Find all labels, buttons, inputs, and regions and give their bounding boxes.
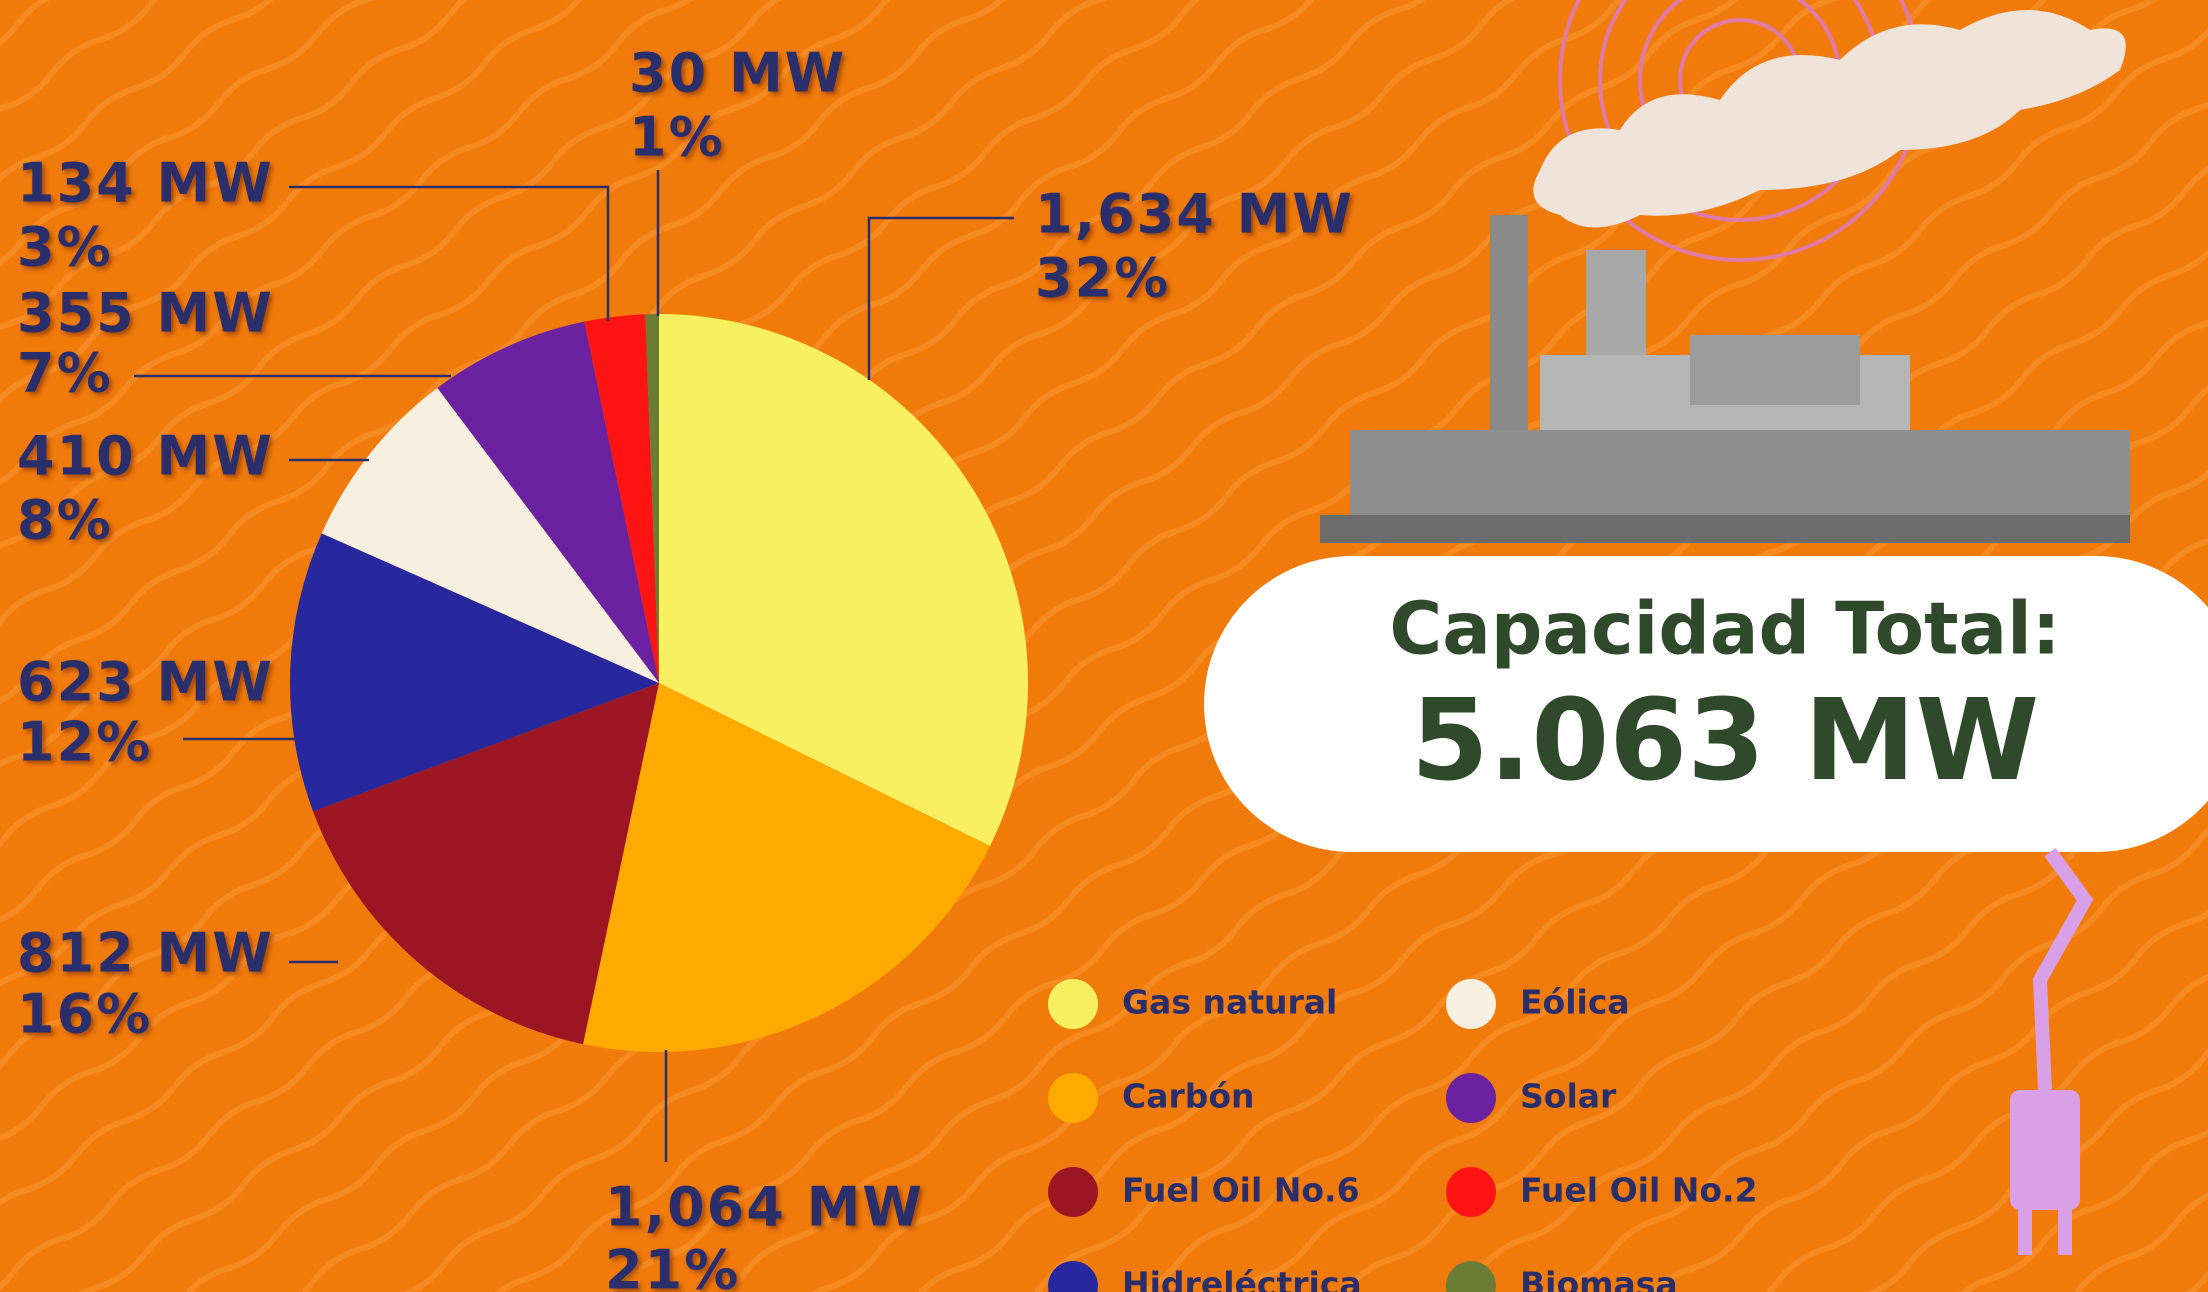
legend-swatch <box>1446 1261 1496 1292</box>
legend-swatch <box>1048 979 1098 1029</box>
pie-slice <box>583 683 991 1052</box>
legend-label: Eólica <box>1520 983 1630 1022</box>
percent-label: 32% <box>1035 247 1170 310</box>
pie-slice <box>313 683 659 1045</box>
percent-label: 8% <box>17 489 113 552</box>
legend-label: Fuel Oil No.6 <box>1122 1171 1360 1210</box>
legend-label: Biomasa <box>1520 1265 1678 1292</box>
pie-slice <box>584 314 659 683</box>
total-value: 5.063 MW <box>1411 676 2039 806</box>
value-label: 623 MW <box>17 651 274 714</box>
value-label: 134 MW <box>17 152 274 215</box>
pie-slice <box>290 533 659 812</box>
legend-label: Gas natural <box>1122 983 1337 1022</box>
percent-label: 12% <box>17 711 152 774</box>
value-label: 30 MW <box>629 42 846 105</box>
pie-slice <box>659 314 1029 846</box>
value-label: 1,064 MW <box>605 1176 924 1239</box>
legend-label: Carbón <box>1122 1077 1255 1116</box>
leader-line <box>867 216 1014 380</box>
total-box <box>1204 556 2208 852</box>
legend-label: Solar <box>1520 1077 1617 1116</box>
percent-label: 16% <box>17 983 152 1046</box>
pie-slice <box>321 387 659 683</box>
value-label: 1,634 MW <box>1035 183 1354 246</box>
legend-label: Hidreléctrica <box>1122 1265 1362 1292</box>
value-label: 355 MW <box>17 282 274 345</box>
pie-slice <box>645 314 659 683</box>
percent-label: 21% <box>605 1239 740 1292</box>
value-label: 410 MW <box>17 425 274 488</box>
factory-illustration <box>1320 0 2130 543</box>
leader-line <box>289 185 610 321</box>
plug-illustration <box>2010 847 2094 1255</box>
percent-label: 7% <box>17 342 113 405</box>
percent-label: 1% <box>629 106 725 169</box>
pie-slice <box>437 321 659 683</box>
legend-label: Fuel Oil No.2 <box>1520 1171 1758 1210</box>
legend-swatch <box>1048 1167 1098 1217</box>
legend-swatch <box>1446 1167 1496 1217</box>
legend-swatch <box>1048 1073 1098 1123</box>
value-label: 812 MW <box>17 922 274 985</box>
legend-swatch <box>1446 979 1496 1029</box>
percent-label: 3% <box>17 216 113 279</box>
total-title: Capacidad Total: <box>1389 587 2060 671</box>
legend-swatch <box>1048 1261 1098 1292</box>
legend-swatch <box>1446 1073 1496 1123</box>
